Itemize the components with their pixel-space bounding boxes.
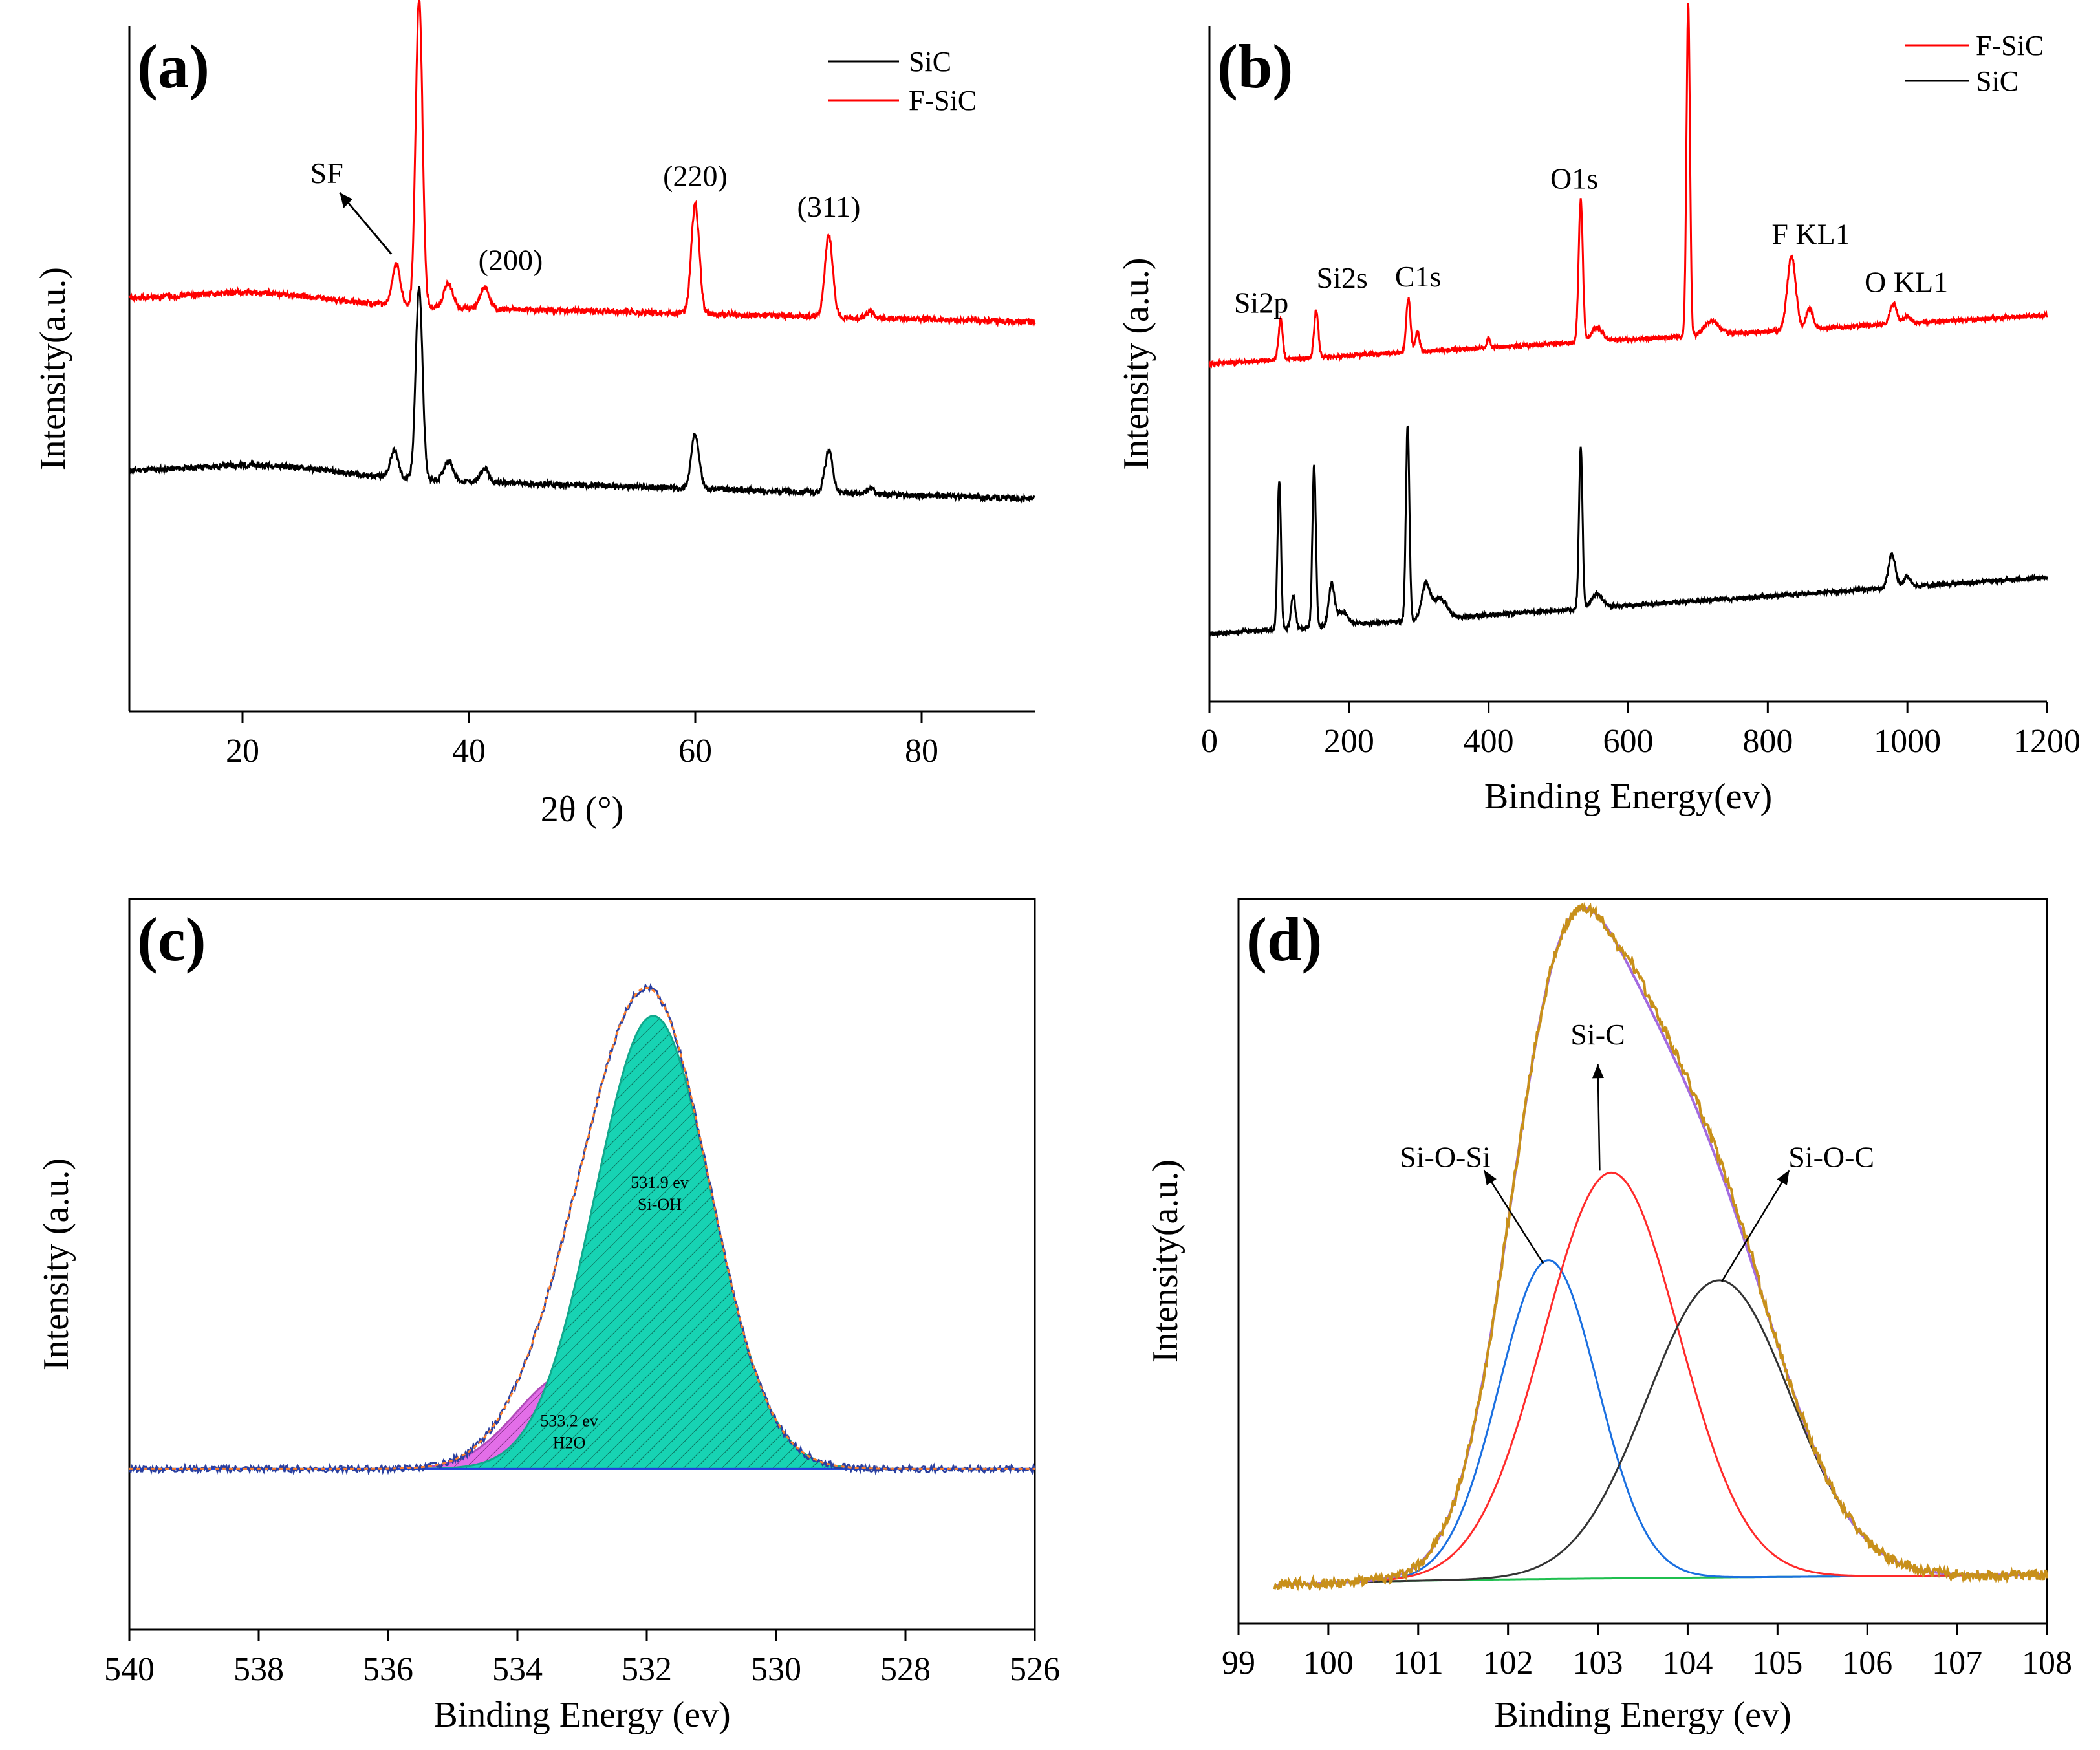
raw-data-line — [128, 982, 1036, 1476]
y-axis-label: Intensity(a.u.) — [33, 267, 73, 470]
peak-annotation: Si2p — [1234, 286, 1288, 319]
peak-annotation: Si-O-C — [1788, 1140, 1874, 1173]
peak-annotation: SF — [310, 157, 343, 189]
component-label: Si-OH — [638, 1195, 682, 1214]
x-tick-label: 107 — [1932, 1645, 1982, 1681]
x-tick-label: 100 — [1303, 1645, 1354, 1681]
x-tick-label: 0 — [1201, 723, 1218, 760]
series-line-sic — [128, 286, 1035, 504]
x-tick-label: 101 — [1393, 1645, 1444, 1681]
fit-component-si-o-c — [1274, 1279, 2048, 1586]
annotation-arrowhead — [340, 192, 353, 208]
series-line-f-sic — [1208, 3, 2048, 369]
peak-annotation: Si-O-Si — [1400, 1140, 1491, 1173]
x-tick-label: 106 — [1842, 1645, 1892, 1681]
annotation-arrowhead — [1777, 1170, 1790, 1185]
x-tick-label: 20 — [226, 733, 259, 770]
series-line-sic — [1208, 425, 2048, 638]
peak-annotation: (200) — [479, 244, 543, 277]
legend-entry: SiC — [909, 46, 951, 78]
panel-label: (d) — [1246, 905, 1322, 974]
peak-annotation: Si-C — [1570, 1018, 1625, 1051]
plot-frame — [1237, 898, 2048, 1625]
x-tick-label: 103 — [1573, 1645, 1623, 1681]
x-axis-label: Binding Energy(ev) — [1484, 777, 1772, 817]
y-axis-label: Intensity (a.u.) — [1116, 257, 1156, 470]
plot-frame — [128, 898, 1036, 1631]
peak-annotation: O1s — [1550, 162, 1598, 195]
x-tick-label: 800 — [1742, 723, 1793, 760]
fit-component-si-oh — [129, 1015, 1035, 1470]
y-axis-label: Intensity (a.u.) — [36, 1158, 76, 1370]
x-tick-label: 102 — [1483, 1645, 1533, 1681]
peak-annotation: (220) — [663, 160, 728, 193]
series-line-f-sic — [128, 0, 1036, 328]
x-axis-label: Binding Energy (ev) — [1494, 1695, 1791, 1735]
x-axis-label: 2θ (°) — [541, 790, 624, 830]
peak-annotation: (311) — [797, 190, 861, 223]
panel-c: 540 538 536 534 532 530 528 526 Binding Energy (… — [36, 898, 1060, 1735]
legend-entry: F-SiC — [1976, 30, 2044, 61]
component-label: 533.2 ev — [540, 1411, 598, 1430]
x-tick-label: 1000 — [1874, 723, 1941, 760]
x-tick-label: 600 — [1603, 723, 1654, 760]
annotation-arrowhead — [1484, 1170, 1497, 1185]
x-tick-label: 540 — [104, 1651, 155, 1688]
legend-entry: SiC — [1976, 65, 2019, 97]
raw-data-line — [1273, 902, 2048, 1592]
panel-a: 20 40 60 80 2θ (°) Intensity(a.u.) (a) SiC F-SiC… — [33, 0, 1036, 830]
x-tick-label: 108 — [2022, 1645, 2072, 1681]
peak-annotation: O KL1 — [1865, 266, 1948, 299]
x-tick-label: 538 — [233, 1651, 284, 1688]
fit-component-si-c — [1274, 1171, 2047, 1586]
component-label: H2O — [553, 1433, 586, 1452]
x-tick-label: 80 — [905, 733, 938, 770]
panel-label: (a) — [137, 32, 210, 101]
component-label: 531.9 ev — [631, 1173, 689, 1192]
annotation-arrow — [1720, 1169, 1790, 1282]
fit-component-si-o-si — [1274, 1259, 2047, 1586]
panel-b: 0 200 400 600 800 1000 1200 Binding Energy(ev) I… — [1116, 3, 2081, 817]
panel-label: (b) — [1217, 32, 1293, 101]
x-tick-label: 105 — [1752, 1645, 1802, 1681]
peak-annotation: C1s — [1395, 260, 1442, 293]
x-tick-label: 532 — [622, 1651, 672, 1688]
x-tick-label: 104 — [1662, 1645, 1713, 1681]
x-tick-label: 534 — [492, 1651, 543, 1688]
x-tick-label: 1200 — [2013, 723, 2081, 760]
legend-entry: F-SiC — [909, 85, 977, 116]
x-tick-label: 400 — [1464, 723, 1514, 760]
x-axis-label: Binding Energy (ev) — [433, 1695, 730, 1735]
x-tick-label: 99 — [1222, 1645, 1255, 1681]
annotation-arrow — [1483, 1169, 1544, 1264]
x-tick-label: 60 — [678, 733, 712, 770]
x-tick-label: 528 — [880, 1651, 931, 1688]
fit-envelope-line — [1274, 907, 2048, 1587]
x-tick-label: 200 — [1324, 723, 1374, 760]
panel-label: (c) — [137, 905, 206, 974]
peak-annotation: Si2s — [1316, 261, 1367, 294]
peak-annotation: F KL1 — [1771, 217, 1850, 250]
x-tick-label: 526 — [1010, 1651, 1060, 1688]
annotation-arrow — [1597, 1064, 1601, 1171]
x-tick-label: 530 — [751, 1651, 801, 1688]
fit-envelope-line — [129, 986, 1035, 1470]
panel-d: 99 100 101 102 103 104 105 106 107 108 Binding Ene… — [1145, 898, 2072, 1735]
x-tick-label: 40 — [452, 733, 486, 770]
annotation-arrowhead — [1592, 1064, 1604, 1079]
x-tick-label: 536 — [363, 1651, 413, 1688]
y-axis-label: Intensity(a.u.) — [1145, 1160, 1185, 1363]
